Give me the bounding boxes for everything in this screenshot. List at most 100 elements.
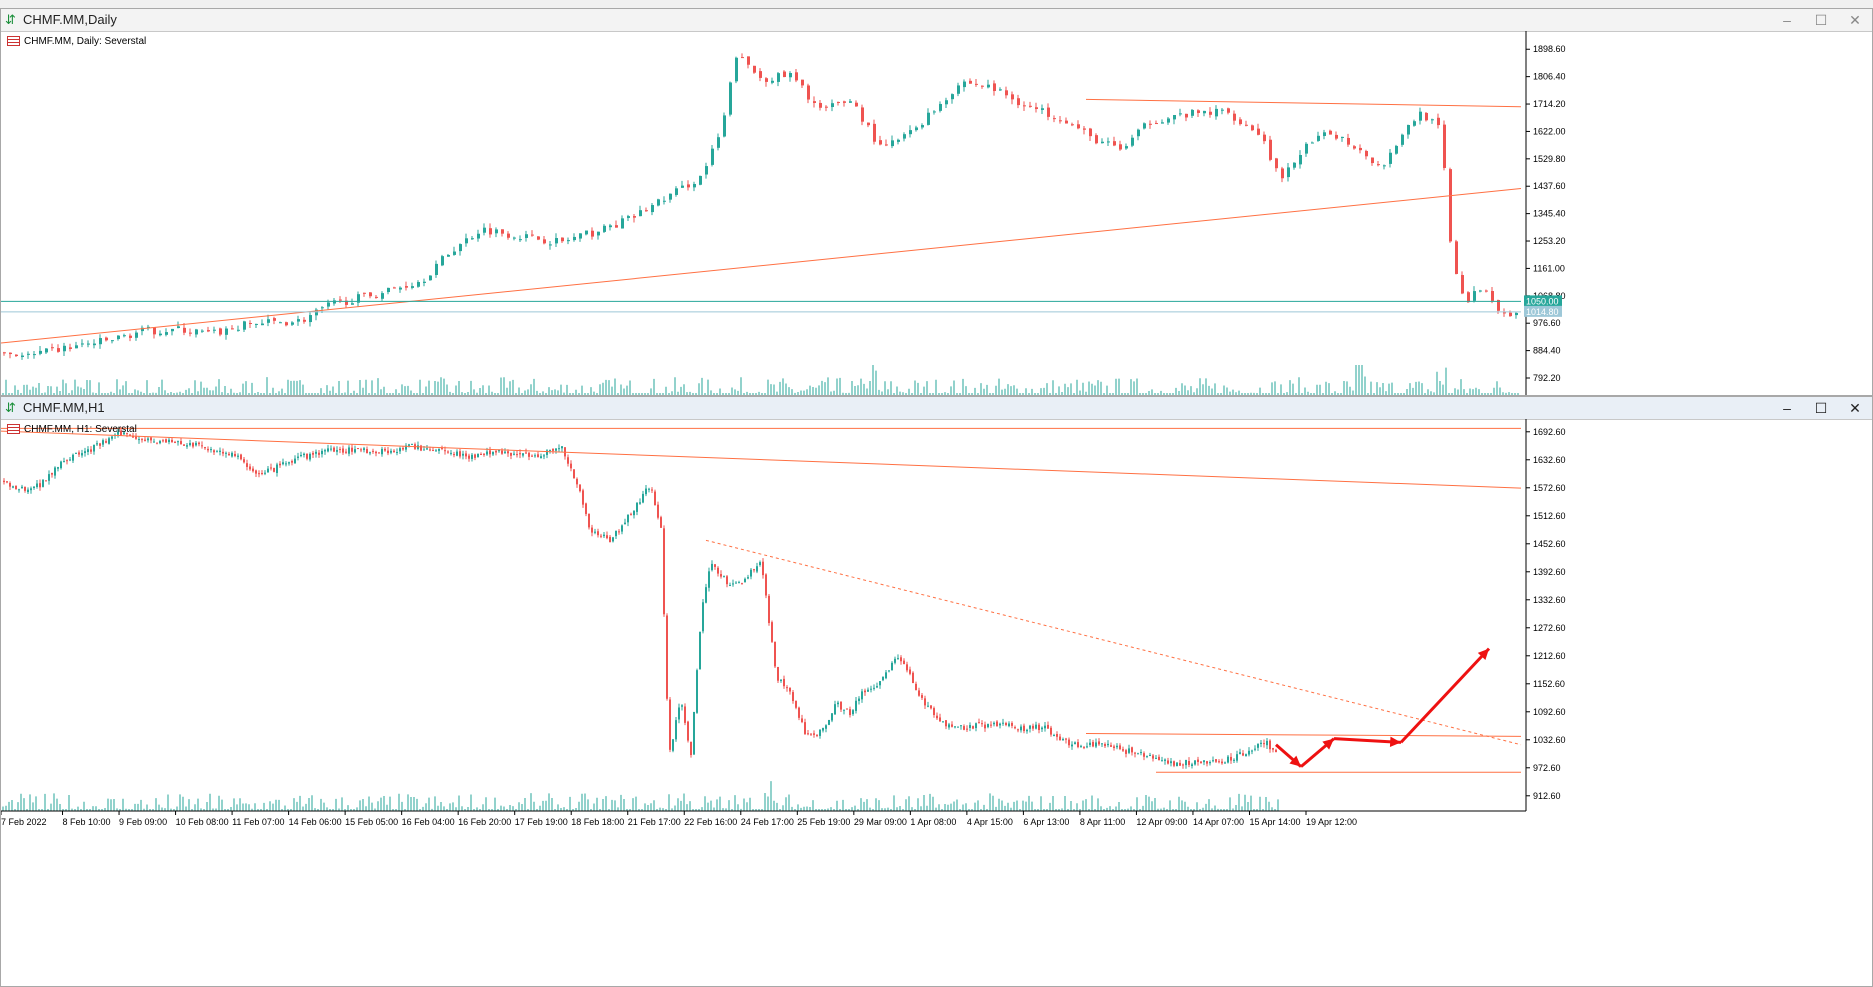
candle [1155, 123, 1158, 125]
x-tick-label: 8 Feb 10:00 [63, 817, 111, 827]
candle [798, 707, 800, 718]
x-tick-label: 29 Mar 09:00 [854, 817, 907, 827]
candle [1116, 745, 1118, 748]
close-button[interactable]: ✕ [1849, 12, 1861, 28]
candle [1155, 757, 1157, 759]
candle [225, 328, 228, 335]
candle [1092, 741, 1094, 747]
x-tick-label: 24 Feb 17:00 [741, 817, 794, 827]
candle [1473, 291, 1476, 301]
candle [735, 582, 737, 584]
candle [300, 454, 302, 457]
candle [1197, 759, 1199, 762]
candle [825, 725, 827, 729]
candle [819, 102, 822, 108]
candle [1059, 120, 1062, 122]
candle [717, 137, 720, 148]
candle [1431, 119, 1434, 121]
candle [705, 166, 708, 175]
price-label: 1050.00 [1526, 296, 1559, 306]
candle [1095, 742, 1097, 747]
y-tick-label: 1437.60 [1533, 181, 1566, 191]
candle [261, 472, 263, 474]
candle [201, 330, 204, 332]
candle [417, 282, 420, 287]
candle [807, 85, 810, 100]
candle [729, 82, 732, 115]
candle [1005, 90, 1008, 96]
candle [1176, 762, 1178, 767]
candle [255, 323, 258, 325]
x-tick-label: 21 Feb 17:00 [628, 817, 681, 827]
candle [1233, 759, 1235, 761]
candle [843, 709, 845, 711]
candle [570, 463, 572, 469]
candle [339, 448, 341, 450]
candle [1515, 312, 1518, 316]
candle [609, 536, 611, 543]
candle [1173, 761, 1175, 766]
candle [573, 236, 576, 241]
candle [1128, 748, 1130, 753]
window-titlebar[interactable]: ⇵ CHMF.MM,H1 – ☐ ✕ [1, 397, 1872, 420]
candle [909, 669, 911, 674]
candle [498, 449, 500, 452]
candle [81, 453, 83, 456]
candle [507, 451, 509, 454]
maximize-button[interactable]: ☐ [1814, 400, 1828, 416]
candle [1299, 155, 1302, 165]
candle [672, 739, 674, 751]
candle [918, 690, 920, 696]
candle [222, 451, 224, 454]
candle [273, 318, 276, 321]
candle [1032, 725, 1034, 729]
chart-window-daily[interactable]: ⇵ CHMF.MM,Daily – ☐ ✕ 1898.60 1806.40 1714… [0, 8, 1873, 396]
close-button[interactable]: ✕ [1849, 400, 1861, 416]
daily-chart-svg[interactable]: 1898.60 1806.40 1714.20 1622.00 1529.80 1437.… [1, 31, 1872, 395]
candle [1143, 753, 1145, 757]
candle [927, 705, 929, 707]
candle [1125, 750, 1127, 754]
candle [768, 595, 770, 624]
candle [270, 467, 272, 469]
candle [714, 564, 716, 567]
candle [1449, 169, 1452, 242]
candle [555, 238, 558, 244]
candle [1479, 290, 1482, 292]
chart-plot-h1[interactable]: 1692.60 1632.60 1572.60 1512.60 1452.60 1392.… [1, 419, 1872, 986]
h1-chart-svg[interactable]: 1692.60 1632.60 1572.60 1512.60 1452.60 1392.… [1, 419, 1872, 986]
candle [30, 488, 32, 491]
minimize-button[interactable]: – [1783, 12, 1791, 28]
candle [81, 343, 84, 345]
candle [219, 450, 221, 452]
candle [1035, 724, 1037, 729]
candle [597, 231, 600, 236]
candle [264, 472, 266, 474]
candle [150, 437, 152, 441]
candle [393, 450, 395, 453]
candle [552, 448, 554, 451]
candle [39, 350, 42, 354]
candle [471, 454, 473, 459]
candle [957, 726, 959, 728]
candle [975, 83, 978, 85]
candle [603, 534, 605, 537]
candle [1395, 145, 1398, 154]
candle [741, 583, 743, 585]
candle [243, 459, 245, 463]
y-tick-label: 976.60 [1533, 318, 1561, 328]
candle [1239, 752, 1241, 754]
candle [834, 704, 836, 715]
chart-window-h1[interactable]: ⇵ CHMF.MM,H1 – ☐ ✕ 1692.60 1632.60 1572.60… [0, 396, 1873, 987]
candle [1122, 749, 1124, 751]
candle [636, 502, 638, 512]
minimize-button[interactable]: – [1783, 400, 1791, 416]
window-titlebar[interactable]: ⇵ CHMF.MM,Daily – ☐ ✕ [1, 9, 1872, 32]
maximize-button[interactable]: ☐ [1814, 12, 1828, 28]
candle [573, 469, 575, 479]
candle [1161, 760, 1163, 762]
candle [627, 514, 629, 523]
candle [378, 452, 380, 454]
candle [1233, 113, 1236, 121]
chart-plot-daily[interactable]: 1898.60 1806.40 1714.20 1622.00 1529.80 1437.… [1, 31, 1872, 395]
